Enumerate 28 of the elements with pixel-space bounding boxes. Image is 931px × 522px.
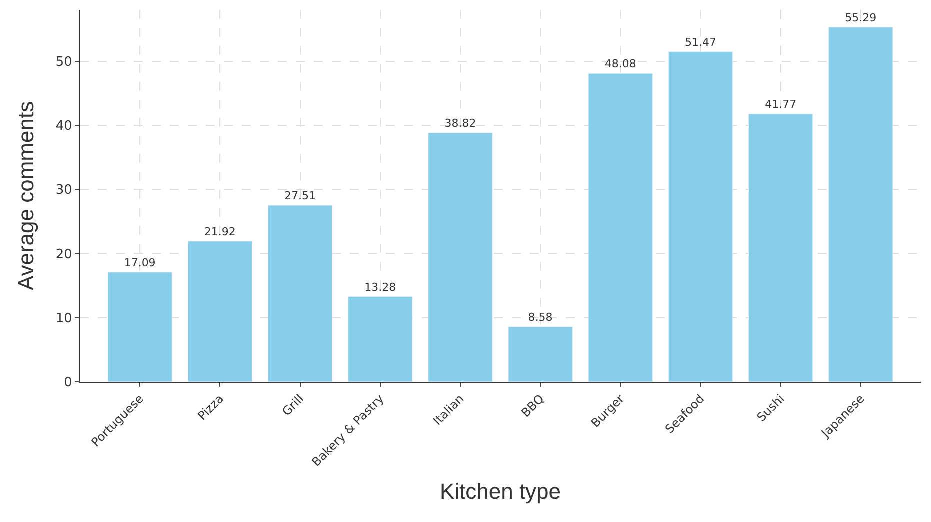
bar xyxy=(268,205,333,382)
data-label: 27.51 xyxy=(284,190,316,203)
y-tick-label: 50 xyxy=(56,54,72,70)
bar xyxy=(668,52,734,382)
y-tick-label: 20 xyxy=(56,247,72,262)
data-label: 55.29 xyxy=(845,11,877,24)
bar xyxy=(748,114,814,382)
data-label: 13.28 xyxy=(364,280,396,294)
y-axis-title: Average comments xyxy=(14,101,39,291)
y-tick-label: 10 xyxy=(56,311,72,326)
data-label: 38.82 xyxy=(444,117,476,130)
bar xyxy=(348,296,413,382)
bar xyxy=(588,73,653,382)
data-label: 41.77 xyxy=(765,98,797,112)
y-tick-label: 30 xyxy=(56,183,72,198)
data-label: 21.92 xyxy=(204,225,236,238)
data-label: 8.58 xyxy=(528,310,553,324)
data-label: 48.08 xyxy=(604,58,636,71)
data-label: 51.47 xyxy=(684,36,716,49)
x-axis-title: Kitchen type xyxy=(440,479,562,504)
bar xyxy=(188,241,252,382)
y-tick-label: 0 xyxy=(64,376,72,391)
data-label: 17.09 xyxy=(124,256,156,270)
bar xyxy=(108,272,172,382)
bar xyxy=(428,132,493,382)
y-tick-label: 40 xyxy=(56,119,72,134)
bar xyxy=(508,326,573,382)
bar xyxy=(828,27,894,382)
